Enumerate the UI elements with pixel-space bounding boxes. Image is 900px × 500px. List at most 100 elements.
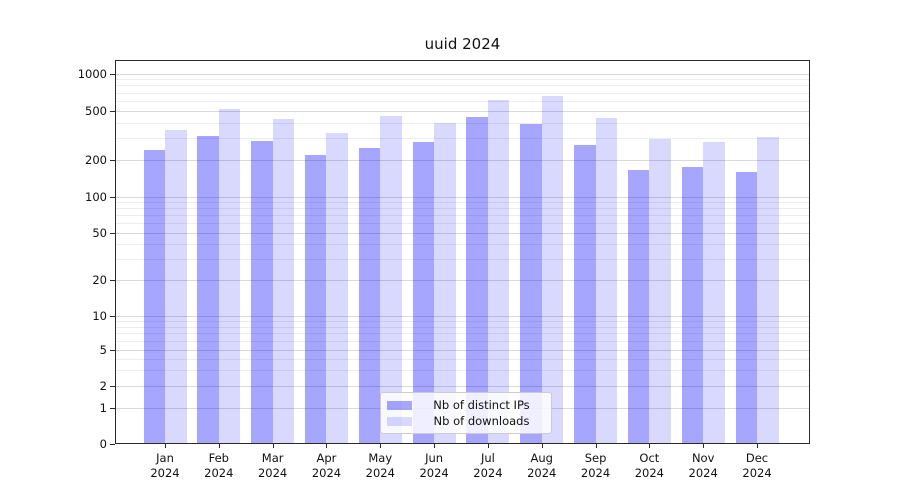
y-tick-mark <box>110 350 115 351</box>
bar-distinct-ips <box>412 141 435 444</box>
x-tick-mark <box>434 444 436 448</box>
x-tick-label: Sep 2024 <box>580 451 611 480</box>
bar-distinct-ips <box>520 123 542 444</box>
bar-distinct-ips <box>574 144 596 444</box>
gridline-minor <box>115 85 810 87</box>
y-tick-mark <box>110 160 115 161</box>
y-tick-mark <box>110 316 115 317</box>
gridline-minor <box>115 341 810 343</box>
gridline-major <box>115 280 810 281</box>
x-tick-mark <box>272 444 274 448</box>
y-tick-label: 100 <box>85 189 107 204</box>
x-tick-label: Mar 2024 <box>257 451 288 480</box>
bar-downloads <box>218 108 241 444</box>
y-tick-mark <box>110 408 115 409</box>
y-tick-label: 5 <box>99 343 107 357</box>
legend: Nb of distinct IPs Nb of downloads <box>380 392 552 434</box>
gridline-minor <box>115 223 810 225</box>
bar-distinct-ips <box>466 117 488 444</box>
gridline-major <box>115 386 810 387</box>
bar-distinct-ips <box>197 136 219 444</box>
y-tick-mark <box>110 443 115 445</box>
gridline-minor <box>115 215 810 217</box>
gridline-minor <box>115 358 810 360</box>
x-tick-mark <box>757 444 759 448</box>
y-tick-label: 2 <box>99 379 107 393</box>
x-tick-label: Jan 2024 <box>150 451 180 480</box>
y-tick-label: 50 <box>92 225 107 240</box>
gridline-major <box>115 73 810 75</box>
legend-swatch-distinct-ips-icon <box>387 400 412 410</box>
legend-swatch-downloads-icon <box>387 416 412 426</box>
x-tick-mark <box>165 444 166 448</box>
bar-distinct-ips <box>681 167 704 444</box>
bar-downloads <box>165 129 187 444</box>
gridline-major <box>115 160 810 161</box>
bar-downloads <box>649 139 671 444</box>
gridline-minor <box>115 201 810 203</box>
x-tick-mark <box>649 444 651 448</box>
bar-downloads <box>380 115 402 444</box>
x-tick-mark <box>541 444 543 448</box>
gridline-minor <box>115 244 810 246</box>
y-tick-label: 200 <box>85 153 107 167</box>
gridline-minor <box>115 258 810 260</box>
x-tick-mark <box>380 444 382 448</box>
bar-distinct-ips <box>251 140 273 444</box>
chart-title: uuid 2024 <box>424 35 501 53</box>
x-tick-label: Jun 2024 <box>419 451 449 480</box>
x-tick-label: Nov 2024 <box>688 451 718 480</box>
y-tick-mark <box>110 280 115 281</box>
x-tick-label: May 2024 <box>365 451 395 480</box>
y-tick-mark <box>110 110 115 112</box>
legend-label-downloads: Nb of downloads <box>433 414 530 428</box>
bar-distinct-ips <box>735 171 758 444</box>
y-tick-label: 10 <box>92 309 107 323</box>
x-tick-label: Feb 2024 <box>204 451 234 480</box>
gridline-major <box>115 110 810 112</box>
x-tick-label: Dec 2024 <box>742 451 772 480</box>
bar-downloads <box>703 141 725 444</box>
gridline-major <box>115 196 810 198</box>
x-tick-label: Apr 2024 <box>311 451 342 480</box>
gridline-minor <box>115 333 810 335</box>
gridline-major <box>115 316 810 317</box>
legend-item-distinct-ips: Nb of distinct IPs <box>387 398 543 412</box>
plot-area <box>115 60 810 444</box>
y-tick-label: 1 <box>99 401 107 415</box>
y-tick-mark <box>110 73 115 75</box>
gridline-minor <box>115 370 810 372</box>
bar-downloads <box>434 123 456 444</box>
gridline-major <box>115 232 810 234</box>
legend-item-downloads: Nb of downloads <box>387 414 543 428</box>
x-tick-label: Aug 2024 <box>527 451 557 480</box>
bar-downloads <box>757 137 779 444</box>
bar-downloads <box>272 119 295 444</box>
y-tick-mark <box>110 196 115 198</box>
gridline-minor <box>115 138 810 140</box>
y-tick-mark <box>110 232 115 234</box>
legend-label-distinct-ips: Nb of distinct IPs <box>433 398 530 412</box>
bar-distinct-ips <box>358 147 381 444</box>
gridline-minor <box>115 92 810 94</box>
y-tick-mark <box>110 386 115 387</box>
y-tick-label: 1000 <box>77 66 107 81</box>
x-tick-label: Oct 2024 <box>634 451 665 480</box>
y-tick-label: 0 <box>99 436 107 451</box>
x-tick-label: Jul 2024 <box>473 451 503 480</box>
bar-downloads <box>541 96 564 444</box>
gridline-minor <box>115 326 810 328</box>
bar-downloads <box>326 132 348 444</box>
gridline-minor <box>115 122 810 124</box>
bar-downloads <box>595 118 618 444</box>
y-tick-label: 20 <box>92 273 107 287</box>
x-tick-mark <box>218 444 220 448</box>
x-tick-mark <box>326 444 328 448</box>
gridline-minor <box>115 208 810 210</box>
bar-distinct-ips <box>304 154 327 444</box>
gridline-minor <box>115 79 810 81</box>
gridline-minor <box>115 321 810 323</box>
gridline-major <box>115 350 810 351</box>
x-tick-mark <box>703 444 705 448</box>
